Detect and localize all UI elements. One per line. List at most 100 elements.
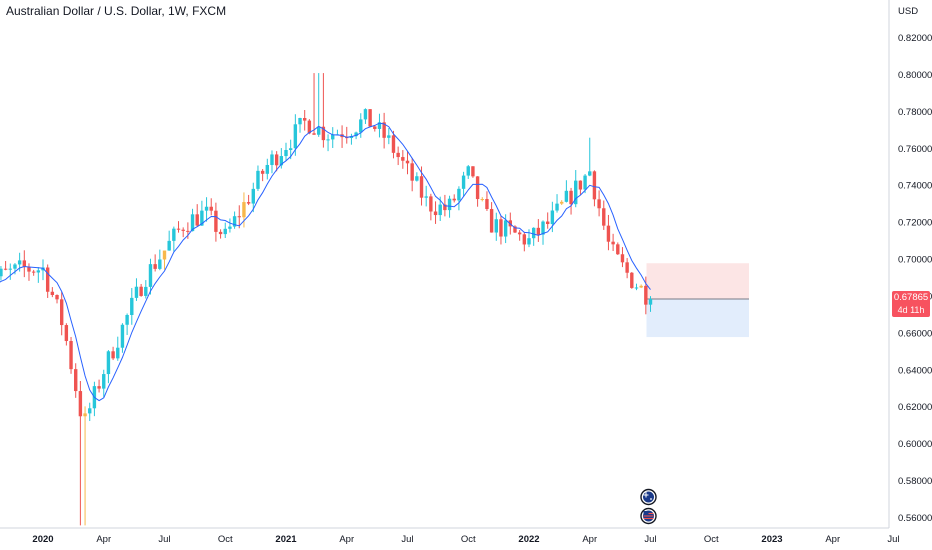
candle-body [405, 160, 410, 164]
candle-body [560, 201, 564, 204]
candle-body [242, 202, 246, 218]
price-tick-label: 0.74000 [898, 181, 932, 192]
candle-body [410, 163, 414, 181]
candle-body [396, 152, 400, 158]
candle-body [387, 135, 391, 138]
candle-body [116, 347, 120, 359]
time-tick-label: 2021 [275, 534, 297, 545]
candle-body [457, 188, 461, 201]
candle-body [592, 171, 597, 200]
time-tick-label: 2022 [518, 534, 539, 545]
us-flag-icon[interactable] [640, 507, 657, 525]
candle-body [606, 225, 611, 242]
moving-average-line [0, 122, 651, 402]
candle-body [88, 408, 92, 414]
candle-body [555, 203, 559, 211]
candle-body [438, 204, 442, 216]
candle-body [265, 164, 270, 174]
candle-body [401, 157, 405, 161]
candle-body [74, 369, 78, 392]
price-tick-label: 0.58000 [898, 476, 932, 487]
candle-body [176, 228, 181, 230]
time-tick-label: Oct [704, 534, 719, 545]
price-tick-label: 0.70000 [898, 255, 932, 266]
time-tick-label: Oct [461, 534, 476, 545]
candle-body [8, 268, 12, 270]
candle-body [59, 299, 64, 326]
candle-body [50, 291, 55, 295]
candle-body [204, 206, 209, 211]
australia-flag-icon[interactable] [640, 488, 657, 506]
candle-body [0, 268, 3, 277]
time-tick-label: 2023 [761, 534, 782, 545]
flag-canton [643, 511, 649, 515]
price-tick-label: 0.60000 [898, 439, 932, 450]
candle-body [31, 271, 36, 273]
candle-body [27, 267, 31, 272]
candle-body [279, 156, 284, 166]
candle-body [475, 176, 480, 200]
candle-body [78, 391, 83, 417]
time-tick-label: Apr [582, 534, 597, 545]
candle-body [246, 202, 251, 204]
candle-body [167, 240, 171, 251]
candle-body [639, 285, 643, 288]
candle-body [64, 325, 69, 342]
candle-body [162, 250, 167, 260]
candle-body [513, 226, 517, 233]
candle-body [452, 198, 456, 201]
candle-body [134, 286, 139, 298]
chart-title: Australian Dollar / U.S. Dollar, 1W, FXC… [6, 4, 227, 18]
time-tick-label: Oct [218, 534, 233, 545]
candle-body [368, 109, 372, 127]
time-tick-label: Apr [96, 534, 111, 545]
position-zones [646, 263, 749, 338]
flag-fill [643, 491, 654, 503]
candle-body [494, 219, 498, 233]
candle-body [461, 175, 466, 189]
time-tick-label: Jul [401, 534, 413, 545]
candle-body [545, 221, 550, 225]
candle-body [298, 118, 302, 125]
flag-star [650, 498, 652, 500]
candle-body [256, 170, 260, 189]
candle-body [130, 297, 134, 315]
candle-body [574, 180, 578, 205]
candle-body [578, 180, 583, 190]
stop-loss-zone [646, 263, 749, 299]
candle-body [209, 206, 213, 211]
candle-body [186, 230, 190, 232]
candle-body [307, 120, 312, 134]
time-tick-label: 2020 [32, 534, 53, 545]
candle-body [377, 122, 382, 129]
bar-countdown: 4d 11h [897, 305, 925, 315]
candle-body [251, 188, 255, 204]
price-tick-label: 0.82000 [898, 33, 932, 44]
candles-group [0, 73, 653, 526]
candle-body [223, 228, 227, 235]
candle-body [69, 341, 73, 370]
candle-body [564, 190, 569, 202]
candle-body [321, 126, 326, 141]
candle-body [433, 211, 438, 216]
candle-body [200, 210, 204, 226]
candle-body [648, 298, 653, 305]
candle-body [274, 154, 279, 166]
candle-body [602, 208, 606, 226]
candle-body [503, 220, 508, 237]
price-tick-label: 0.64000 [898, 365, 932, 376]
price-tick-label: 0.76000 [898, 144, 932, 155]
candle-body [158, 259, 162, 269]
candle-body [302, 118, 307, 121]
candle-body [415, 176, 419, 181]
candle-body [359, 119, 363, 133]
candle-body [288, 148, 293, 151]
take-profit-zone [646, 298, 749, 338]
last-price-value: 0.67865 [893, 292, 929, 303]
candle-body [83, 413, 87, 417]
time-tick-label: Jul [158, 534, 170, 545]
candle-body [144, 286, 148, 296]
candle-body [97, 386, 101, 389]
